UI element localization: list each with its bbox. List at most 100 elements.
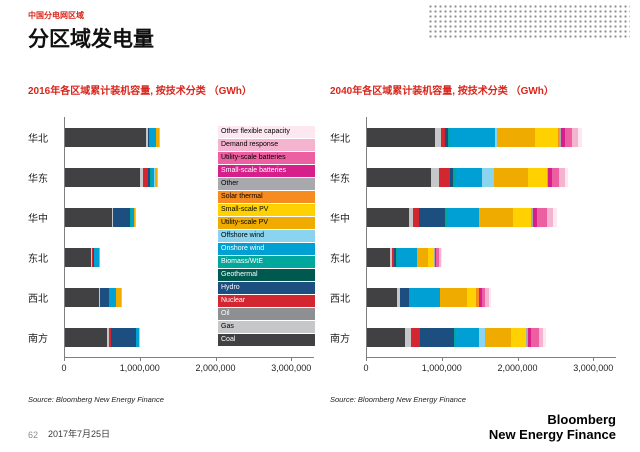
bar-segment — [367, 167, 432, 187]
bar-segment — [65, 167, 141, 187]
bar-segment — [447, 127, 450, 147]
bar-segment — [92, 247, 95, 267]
bar-segment — [404, 327, 411, 347]
charts-row: 2016年各区域累计装机容量, 按技术分类 （GWh） 华北 华东 华中 东北 西北 南方… — [28, 82, 616, 404]
bar-segment — [91, 247, 93, 267]
bar-segment — [440, 287, 467, 307]
bar-segment — [438, 247, 441, 267]
region-label: 东北 — [330, 253, 350, 265]
legend-item: Offshore wind — [218, 230, 315, 242]
legend-item: Coal — [218, 334, 315, 346]
stacked-bar-track — [366, 317, 616, 357]
stacked-bar-track — [366, 157, 616, 197]
stacked-bar-track — [366, 197, 616, 237]
slide-date: 2017年7月25日 — [48, 429, 111, 439]
x-tick-mark — [593, 358, 595, 361]
bar-segment — [416, 247, 429, 267]
bar-segment — [526, 327, 528, 347]
region-label: 华东 — [28, 173, 48, 185]
bar-segment — [397, 287, 401, 307]
bar-segment — [445, 127, 448, 147]
bar-segment — [413, 207, 420, 227]
bar-segment — [537, 207, 547, 227]
bar-segment — [434, 127, 441, 147]
bar-segment — [65, 247, 92, 267]
bar-segment — [456, 327, 479, 347]
region-label: 华北 — [28, 133, 48, 145]
bar-segment — [408, 207, 414, 227]
bar-segment — [564, 127, 573, 147]
bar-segment — [391, 247, 395, 267]
stacked-bar-track — [64, 277, 314, 317]
x-tick-mark — [291, 358, 293, 361]
bar-segment — [65, 287, 99, 307]
x-tick-mark — [139, 358, 141, 361]
stacked-bar-track — [64, 237, 314, 277]
bar-segment — [478, 207, 513, 227]
bar-segment — [154, 167, 157, 187]
bar-segment — [389, 247, 392, 267]
halftone-dots-decoration — [428, 4, 630, 38]
bar-segment — [452, 167, 456, 187]
legend-item: Demand response — [218, 139, 315, 151]
bar-row: 华东 — [330, 157, 616, 197]
chart-2040: 2040年各区域累计装机容量, 按技术分类 （GWh） 华北 华东 华中 东北 西北 南方… — [330, 82, 616, 404]
bar-segment — [548, 167, 552, 187]
bar-segment — [149, 127, 150, 147]
x-tick-label: 1,000,000 — [119, 363, 160, 373]
region-label: 华中 — [330, 213, 350, 225]
bar-segment — [99, 287, 109, 307]
bar-segment — [140, 167, 144, 187]
bar-segment — [149, 127, 156, 147]
bar-segment — [396, 247, 398, 267]
bar-segment — [409, 287, 441, 307]
bar-segment — [493, 167, 528, 187]
bar-segment — [428, 247, 435, 267]
bar-segment — [400, 287, 410, 307]
bar-row: 华中 — [330, 197, 616, 237]
bar-row: 华东 — [28, 157, 314, 197]
bar-segment — [151, 167, 155, 187]
bar-segment — [440, 247, 442, 267]
stacked-bar-track — [366, 237, 616, 277]
bar-segment — [147, 167, 151, 187]
bar-segment — [129, 207, 131, 227]
legend-item: Oil — [218, 308, 315, 320]
bar-segment — [157, 167, 158, 187]
bar-segment — [512, 207, 532, 227]
bar-segment — [449, 127, 496, 147]
bar-segment — [367, 327, 405, 347]
bar-segment — [481, 287, 486, 307]
bar-segment — [531, 207, 533, 227]
bar-segment — [560, 127, 565, 147]
legend-item: Onshore wind — [218, 243, 315, 255]
x-tick-label: 3,000,000 — [271, 363, 312, 373]
x-axis: 0 1,000,000 2,000,000 3,000,000 — [363, 357, 616, 379]
bar-segment — [453, 327, 456, 347]
bar-segment — [578, 127, 582, 147]
bar-segment — [531, 327, 539, 347]
bar-segment — [478, 327, 485, 347]
bar-segment — [448, 207, 479, 227]
legend: Other flexible capacity Demand response Ut… — [218, 126, 315, 347]
bar-segment — [456, 167, 483, 187]
bar-segment — [106, 327, 109, 347]
bnef-logo-line2: New Energy Finance — [488, 426, 616, 442]
x-tick-label: 3,000,000 — [573, 363, 614, 373]
bar-segment — [511, 327, 527, 347]
x-axis: 0 1,000,000 2,000,000 3,000,000 — [61, 357, 314, 379]
stacked-bar-track — [64, 197, 314, 237]
bar-segment — [98, 247, 100, 267]
bar-segment — [475, 287, 479, 307]
bar-segment — [565, 167, 569, 187]
bar-segment — [484, 327, 512, 347]
region-label: 东北 — [28, 253, 48, 265]
bar-segment — [138, 327, 140, 347]
bar-segment — [108, 327, 111, 347]
bar-segment — [551, 167, 560, 187]
bar-row: 西北 — [330, 277, 616, 317]
x-tick-mark — [366, 358, 367, 361]
bar-segment — [478, 287, 480, 307]
chart-2016-source: Source: Bloomberg New Energy Finance — [28, 395, 164, 404]
